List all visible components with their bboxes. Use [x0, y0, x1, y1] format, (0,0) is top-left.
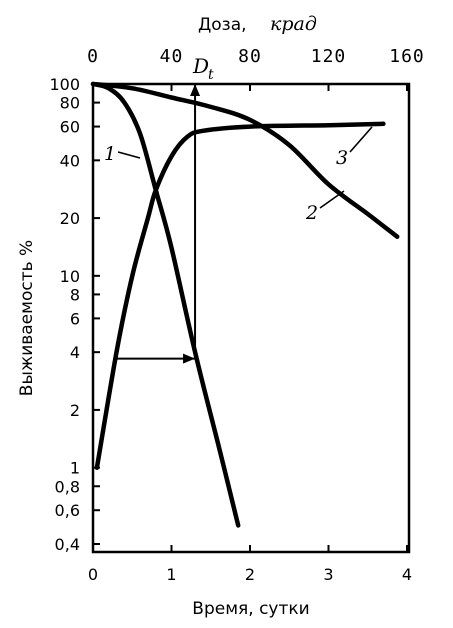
- series-label-3: 3: [336, 147, 348, 169]
- y-tick-label: 6: [70, 309, 80, 328]
- x-tick-label: 3: [323, 565, 333, 584]
- y-tick-label: 0,4: [55, 535, 80, 554]
- y-tick-label: 60: [60, 118, 80, 137]
- dt-label: D t: [192, 54, 214, 83]
- y-tick-label: 20: [60, 209, 80, 228]
- y-tick-label: 10: [60, 267, 80, 286]
- series-group: [90, 81, 400, 528]
- series-line-1: [90, 81, 241, 528]
- top-tick-label: 160: [389, 46, 425, 67]
- annotations-group: [116, 84, 201, 364]
- x-axis-title: Время, сутки: [192, 599, 309, 619]
- x-tick-label: 1: [166, 565, 176, 584]
- series-label-1: 1: [104, 143, 116, 165]
- x-axis-ticks: 0 1 2 3 4: [88, 545, 412, 584]
- x-tick-label: 4: [402, 565, 412, 584]
- top-tick-label: 0: [87, 46, 99, 67]
- top-axis-ticks: 0 40 80 120 160: [87, 46, 425, 91]
- series-line-2: [90, 81, 400, 239]
- dt-label-sub: t: [208, 67, 214, 83]
- y-tick-label: 0,8: [55, 477, 80, 496]
- plot-frame: [91, 82, 411, 554]
- x-tick-label: 2: [245, 565, 255, 584]
- y-tick-label: 0,6: [55, 501, 80, 520]
- y-tick-label: 2: [70, 401, 80, 420]
- y-tick-label: 40: [60, 151, 80, 170]
- top-tick-label: 40: [160, 46, 184, 67]
- series-label-2: 2: [305, 202, 318, 224]
- top-axis-title-unit: крад: [270, 13, 317, 35]
- series-leader-3: [349, 126, 373, 153]
- dt-label-main: D: [192, 54, 209, 78]
- top-tick-label: 120: [311, 46, 347, 67]
- series-leader-1: [117, 151, 141, 159]
- top-axis-title-prefix: Доза,: [198, 15, 247, 35]
- arrow-head-0: [183, 353, 196, 364]
- top-axis-title: Доза, крад: [198, 13, 317, 35]
- y-axis-title: Выживаемость %: [17, 240, 37, 396]
- top-tick-label: 80: [238, 46, 262, 67]
- y-tick-label: 8: [70, 285, 80, 304]
- y-tick-label: 4: [70, 343, 80, 362]
- y-tick-label: 100: [49, 75, 80, 94]
- series-leader-2: [319, 190, 345, 209]
- arrow-head-1: [190, 84, 201, 96]
- curve-labels: 1 2 3: [104, 126, 373, 224]
- series-line-3: [94, 121, 386, 470]
- y-tick-label: 1: [70, 459, 80, 478]
- y-tick-label: 80: [60, 94, 80, 113]
- x-tick-label: 0: [88, 565, 98, 584]
